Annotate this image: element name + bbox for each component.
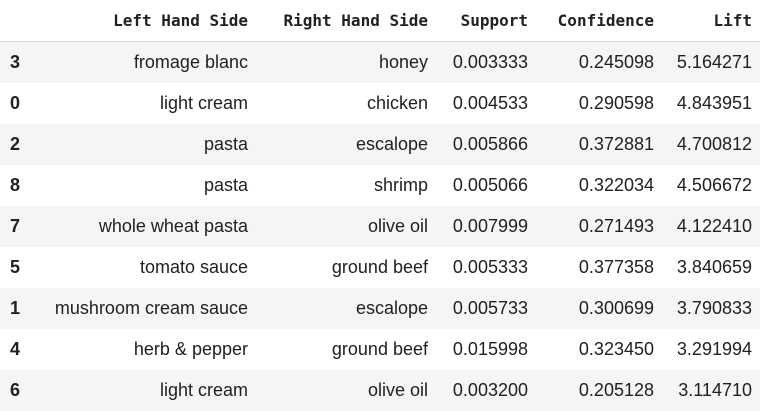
cell-rhs: escalope <box>355 297 428 318</box>
column-header-support: Support <box>436 0 536 42</box>
cell-confidence: 0.322034 <box>578 174 654 195</box>
cell-lift: 5.164271 <box>676 51 752 72</box>
cell-support: 0.005066 <box>452 174 528 195</box>
table-row: 6 light cream olive oil 0.003200 0.20512… <box>0 369 760 411</box>
cell-confidence: 0.271493 <box>578 215 654 236</box>
cell-lhs: herb & pepper <box>133 338 248 359</box>
row-index: 2 <box>10 133 21 154</box>
cell-lhs: tomato sauce <box>139 256 248 277</box>
cell-lhs: mushroom cream sauce <box>54 297 248 318</box>
table-row: 1 mushroom cream sauce escalope 0.005733… <box>0 287 760 329</box>
cell-confidence: 0.323450 <box>578 338 654 359</box>
cell-confidence: 0.300699 <box>578 297 654 318</box>
row-index: 7 <box>10 215 21 236</box>
table-row: 0 light cream chicken 0.004533 0.290598 … <box>0 82 760 124</box>
cell-lift: 4.122410 <box>676 215 752 236</box>
row-index: 8 <box>10 174 21 195</box>
cell-lift: 3.114710 <box>678 379 752 400</box>
column-header-lift: Lift <box>662 0 760 42</box>
cell-confidence: 0.290598 <box>578 92 654 113</box>
table-row: 8 pasta shrimp 0.005066 0.322034 4.50667… <box>0 164 760 206</box>
table-row: 4 herb & pepper ground beef 0.015998 0.3… <box>0 328 760 370</box>
cell-rhs: olive oil <box>367 215 428 236</box>
cell-rhs: escalope <box>355 133 428 154</box>
column-header-rhs: Right Hand Side <box>256 0 436 42</box>
row-index: 0 <box>10 92 21 113</box>
cell-confidence: 0.372881 <box>578 133 654 154</box>
cell-lift: 3.291994 <box>676 338 752 359</box>
row-index: 1 <box>10 297 21 318</box>
table-header: Left Hand Side Right Hand Side Support C… <box>0 0 760 42</box>
cell-support: 0.015998 <box>452 338 528 359</box>
cell-support: 0.007999 <box>452 215 528 236</box>
cell-rhs: chicken <box>366 92 428 113</box>
cell-lift: 4.843951 <box>676 92 752 113</box>
cell-lhs: pasta <box>203 133 248 154</box>
cell-support: 0.005866 <box>452 133 528 154</box>
cell-lhs: light cream <box>159 379 248 400</box>
cell-rhs: ground beef <box>331 256 428 277</box>
cell-support: 0.004533 <box>452 92 528 113</box>
cell-lhs: fromage blanc <box>133 51 248 72</box>
column-header-index <box>0 0 30 42</box>
cell-lhs: light cream <box>159 92 248 113</box>
column-header-lhs: Left Hand Side <box>30 0 256 42</box>
table-row: 7 whole wheat pasta olive oil 0.007999 0… <box>0 205 760 247</box>
table-body: 3 fromage blanc honey 0.003333 0.245098 … <box>0 41 760 411</box>
cell-support: 0.005333 <box>452 256 528 277</box>
cell-rhs: ground beef <box>331 338 428 359</box>
cell-lift: 3.840659 <box>676 256 752 277</box>
cell-confidence: 0.377358 <box>578 256 654 277</box>
cell-rhs: honey <box>378 51 428 72</box>
cell-confidence: 0.205128 <box>578 379 654 400</box>
cell-lift: 4.700812 <box>676 133 752 154</box>
table-row: 5 tomato sauce ground beef 0.005333 0.37… <box>0 246 760 288</box>
column-header-confidence: Confidence <box>536 0 662 42</box>
row-index: 6 <box>10 379 21 400</box>
cell-support: 0.005733 <box>452 297 528 318</box>
table-row: 2 pasta escalope 0.005866 0.372881 4.700… <box>0 123 760 165</box>
table-row: 3 fromage blanc honey 0.003333 0.245098 … <box>0 41 760 83</box>
row-index: 4 <box>10 338 21 359</box>
cell-lift: 3.790833 <box>676 297 752 318</box>
cell-support: 0.003333 <box>452 51 528 72</box>
cell-lift: 4.506672 <box>676 174 752 195</box>
cell-support: 0.003200 <box>452 379 528 400</box>
row-index: 5 <box>10 256 21 277</box>
cell-lhs: whole wheat pasta <box>98 215 248 236</box>
row-index: 3 <box>10 51 21 72</box>
cell-confidence: 0.245098 <box>578 51 654 72</box>
cell-rhs: shrimp <box>373 174 428 195</box>
cell-lhs: pasta <box>203 174 248 195</box>
cell-rhs: olive oil <box>367 379 428 400</box>
header-row: Left Hand Side Right Hand Side Support C… <box>0 0 760 42</box>
